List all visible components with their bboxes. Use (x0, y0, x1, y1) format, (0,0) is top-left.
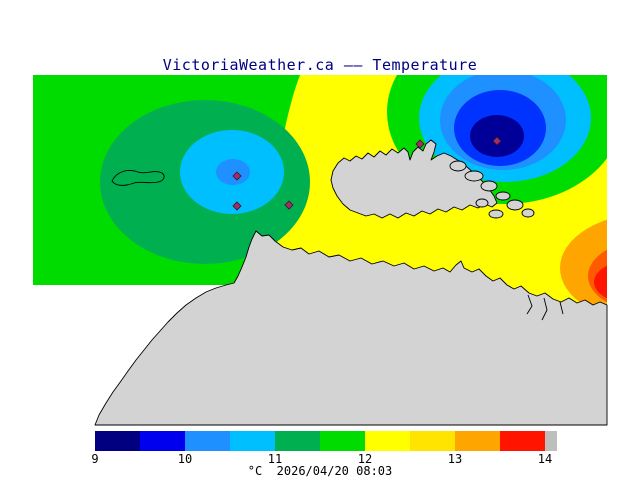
colorbar-segment (365, 431, 410, 451)
ocean-temperature-field (33, 75, 607, 307)
station-marker (284, 200, 294, 210)
island (480, 180, 498, 192)
colorbar-segment (140, 431, 185, 451)
island (464, 170, 484, 182)
warm-band-contours (560, 219, 607, 307)
island (521, 208, 535, 218)
colorbar-segment (455, 431, 500, 451)
station-marker (492, 136, 502, 146)
island (495, 191, 511, 201)
colorbar-segment (275, 431, 320, 451)
colorbar-segment (185, 431, 230, 451)
colorbar-tick-label: 11 (267, 452, 283, 466)
colorbar-segment (320, 431, 365, 451)
contour-band-red (594, 265, 607, 299)
colorbar-tick-label: 9 (91, 452, 99, 466)
colorbar-tick-label: 10 (177, 452, 193, 466)
cool-blob-contours (100, 100, 310, 264)
contour-band-dodger (216, 159, 250, 185)
landmass (94, 139, 608, 426)
lake-outline (111, 170, 165, 186)
colorbar-tick-label: 14 (537, 452, 553, 466)
colorbar (95, 431, 557, 451)
map-title: VictoriaWeather.ca —— Temperature (162, 56, 478, 74)
colorbar-segment (95, 431, 140, 451)
colorbar-segment (410, 431, 455, 451)
contour-band-navy (470, 115, 524, 157)
colorbar-segment (230, 431, 275, 451)
mainland-olympic-peninsula (94, 230, 608, 426)
station-markers (232, 136, 502, 211)
station-marker (232, 171, 242, 181)
island (506, 199, 524, 211)
island (449, 160, 467, 172)
inlet-line (541, 297, 548, 321)
colorbar-caption: °C 2026/04/20 08:03 (247, 464, 393, 478)
inlet-line (526, 294, 533, 315)
colorbar-labels: 9 10 11 12 13 14 (0, 452, 640, 466)
station-marker (232, 201, 242, 211)
island (475, 198, 489, 208)
inlet-line (559, 301, 564, 315)
colorbar-tick-label: 13 (447, 452, 463, 466)
islands (449, 160, 535, 219)
island (488, 209, 504, 219)
colorbar-endcap (545, 431, 557, 451)
inlet-lines (526, 294, 564, 321)
station-marker (415, 139, 425, 149)
colorbar-segment (500, 431, 545, 451)
colorbar-tick-label: 12 (357, 452, 373, 466)
